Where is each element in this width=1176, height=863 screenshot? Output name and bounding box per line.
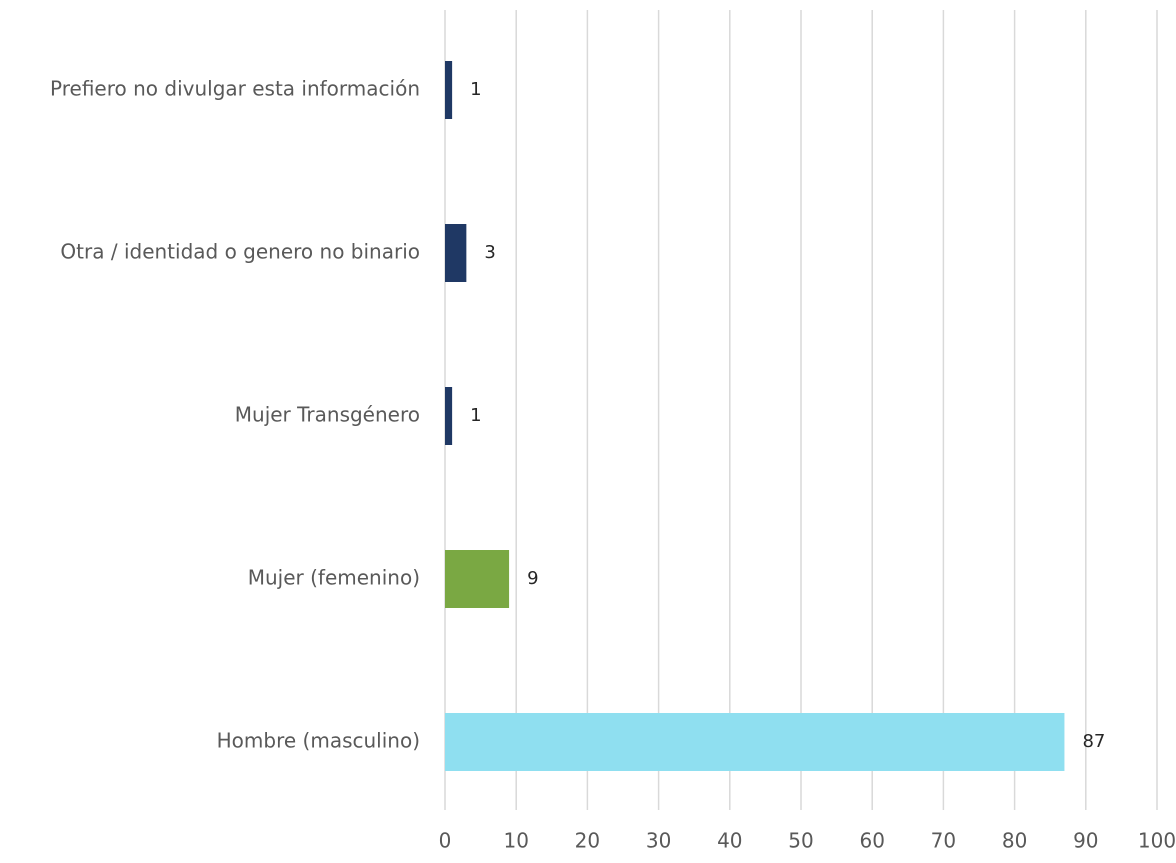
x-tick-label: 50 [788,829,813,853]
value-label: 87 [1082,731,1105,752]
value-label: 3 [484,242,495,263]
value-label: 1 [470,79,481,100]
x-tick-label: 70 [931,829,956,853]
value-label: 9 [527,568,538,589]
y-tick-label: Hombre (masculino) [217,729,420,753]
x-tick-label: 40 [717,829,742,853]
y-tick-label: Prefiero no divulgar esta información [50,77,420,101]
y-tick-label: Otra / identidad o genero no binario [60,240,420,264]
x-tick-label: 80 [1002,829,1027,853]
x-tick-label: 90 [1073,829,1098,853]
value-label: 1 [470,405,481,426]
x-tick-label: 20 [575,829,600,853]
x-tick-label: 10 [503,829,528,853]
y-tick-label: Mujer Transgénero [235,403,420,427]
x-tick-label: 100 [1138,829,1176,853]
bar [445,61,453,119]
x-tick-label: 60 [859,829,884,853]
x-tick-label: 30 [646,829,671,853]
bar [445,713,1065,771]
bar [445,387,453,445]
y-tick-label: Mujer (femenino) [248,566,420,590]
bar [445,550,510,608]
x-tick-label: 0 [439,829,452,853]
bar [445,224,467,282]
